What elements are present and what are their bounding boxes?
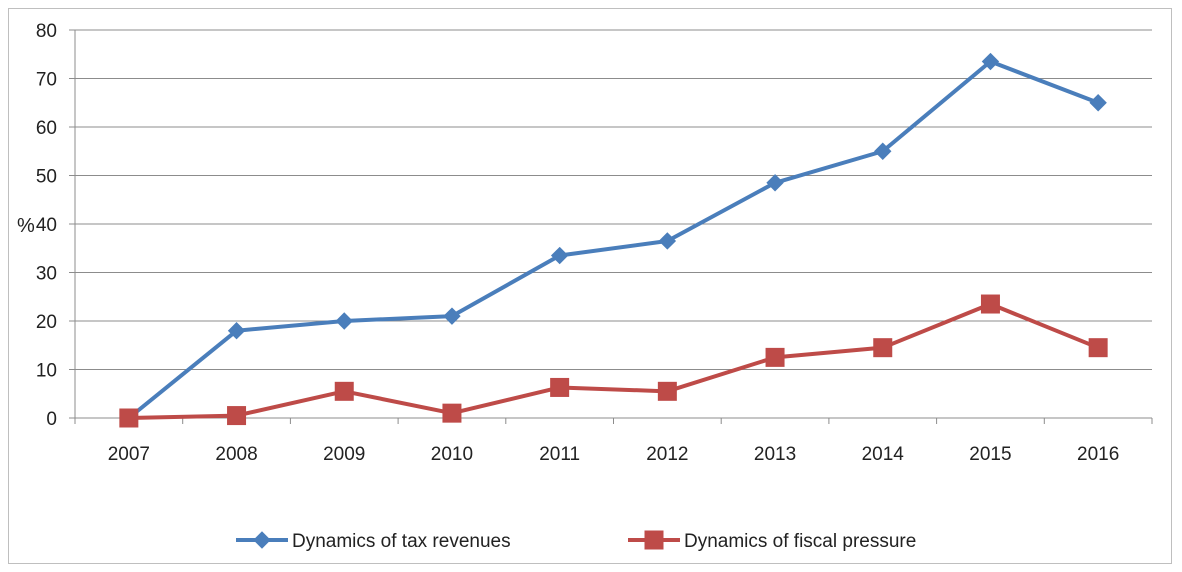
diamond-marker	[1089, 94, 1107, 112]
series-layer	[119, 52, 1108, 428]
y-tick-label: 80	[36, 21, 57, 42]
x-tick-label: 2012	[646, 444, 688, 465]
diamond-marker	[981, 52, 1000, 71]
x-tick-label: 2011	[539, 444, 580, 465]
diamond-marker	[227, 321, 246, 340]
x-axis-ticks: 2007 2008 2009 2010 2011 2012 2013 2014 2015 2016	[108, 444, 1120, 465]
y-tick-label: 40	[36, 215, 57, 236]
legend: Dynamics of tax revenues Dynamics of fisc…	[236, 530, 916, 552]
square-marker	[1088, 338, 1108, 358]
x-tick-label: 2015	[969, 444, 1011, 465]
x-tick-label: 2009	[323, 444, 365, 465]
y-tick-label: 50	[36, 167, 57, 188]
x-tick-label: 2010	[431, 444, 473, 465]
square-marker	[873, 338, 893, 358]
y-tick-label: 10	[36, 361, 57, 382]
diamond-marker	[874, 142, 892, 160]
diamond-marker	[443, 307, 461, 325]
axes	[69, 29, 1153, 424]
y-tick-label: 20	[36, 312, 57, 333]
square-marker	[644, 530, 664, 550]
x-tick-label: 2007	[108, 444, 150, 465]
x-tick-label: 2014	[862, 444, 905, 465]
y-tick-label: 70	[36, 70, 57, 91]
y-tick-label: 0	[46, 409, 57, 430]
y-tick-label: 60	[36, 118, 57, 139]
square-marker	[765, 347, 785, 367]
y-tick-label: 30	[36, 264, 57, 285]
gridlines	[75, 29, 1152, 370]
chart-frame	[8, 8, 1172, 564]
series-2	[119, 294, 1108, 428]
square-marker	[442, 403, 462, 423]
diamond-marker	[766, 174, 784, 192]
square-marker	[980, 294, 1000, 314]
diamond-marker	[253, 531, 271, 549]
square-marker	[119, 408, 139, 428]
square-marker	[334, 381, 354, 401]
x-tick-label: 2008	[215, 444, 257, 465]
diamond-marker	[335, 312, 353, 330]
square-marker	[550, 377, 570, 397]
x-tick-label: 2013	[754, 444, 796, 465]
series-1	[120, 52, 1107, 427]
diamond-marker	[658, 232, 677, 250]
diamond-marker	[550, 246, 569, 265]
square-marker	[657, 381, 677, 401]
legend-item-1: Dynamics of tax revenues	[236, 531, 511, 552]
y-axis-label: %	[17, 215, 35, 237]
series-line	[128, 302, 1099, 420]
legend-label: Dynamics of fiscal pressure	[684, 531, 916, 552]
series-line	[127, 59, 1099, 420]
legend-item-2: Dynamics of fiscal pressure	[628, 530, 916, 552]
square-marker	[227, 406, 247, 426]
y-axis-ticks: 0 10 20 30 40 50 60 70 80	[36, 21, 57, 430]
x-tick-label: 2016	[1077, 444, 1119, 465]
legend-label: Dynamics of tax revenues	[292, 531, 511, 552]
